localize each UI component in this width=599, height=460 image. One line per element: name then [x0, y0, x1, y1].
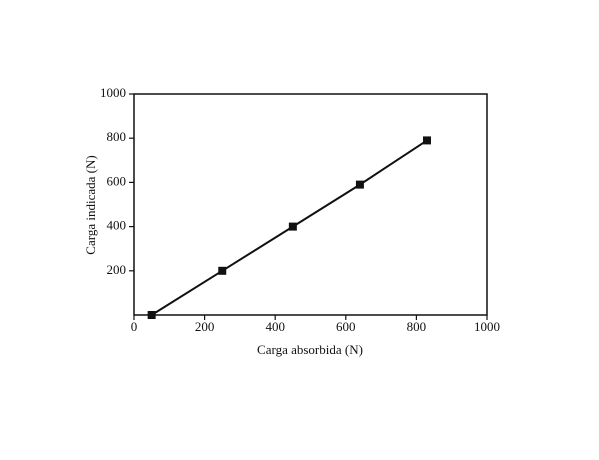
y-tick-label: 600 [107, 173, 127, 188]
plot-frame [133, 93, 488, 316]
x-tick-label: 200 [195, 319, 215, 334]
data-point [355, 180, 364, 189]
x-tick-label: 0 [131, 319, 138, 334]
x-tick-label: 800 [407, 319, 427, 334]
y-tick-label: 1000 [100, 85, 126, 100]
y-axis-label: Carga indicada (N) [83, 155, 98, 254]
x-tick-label: 600 [336, 319, 356, 334]
data-point [288, 222, 297, 231]
y-tick-label: 400 [107, 218, 127, 233]
y-tick-label: 200 [107, 262, 127, 277]
y-tick-label: 800 [107, 129, 127, 144]
data-point [422, 136, 431, 145]
data-point [218, 266, 227, 275]
x-tick-label: 400 [265, 319, 285, 334]
x-axis-label: Carga absorbida (N) [257, 342, 363, 357]
data-point [147, 311, 156, 319]
x-tick-label: 1000 [474, 319, 500, 334]
